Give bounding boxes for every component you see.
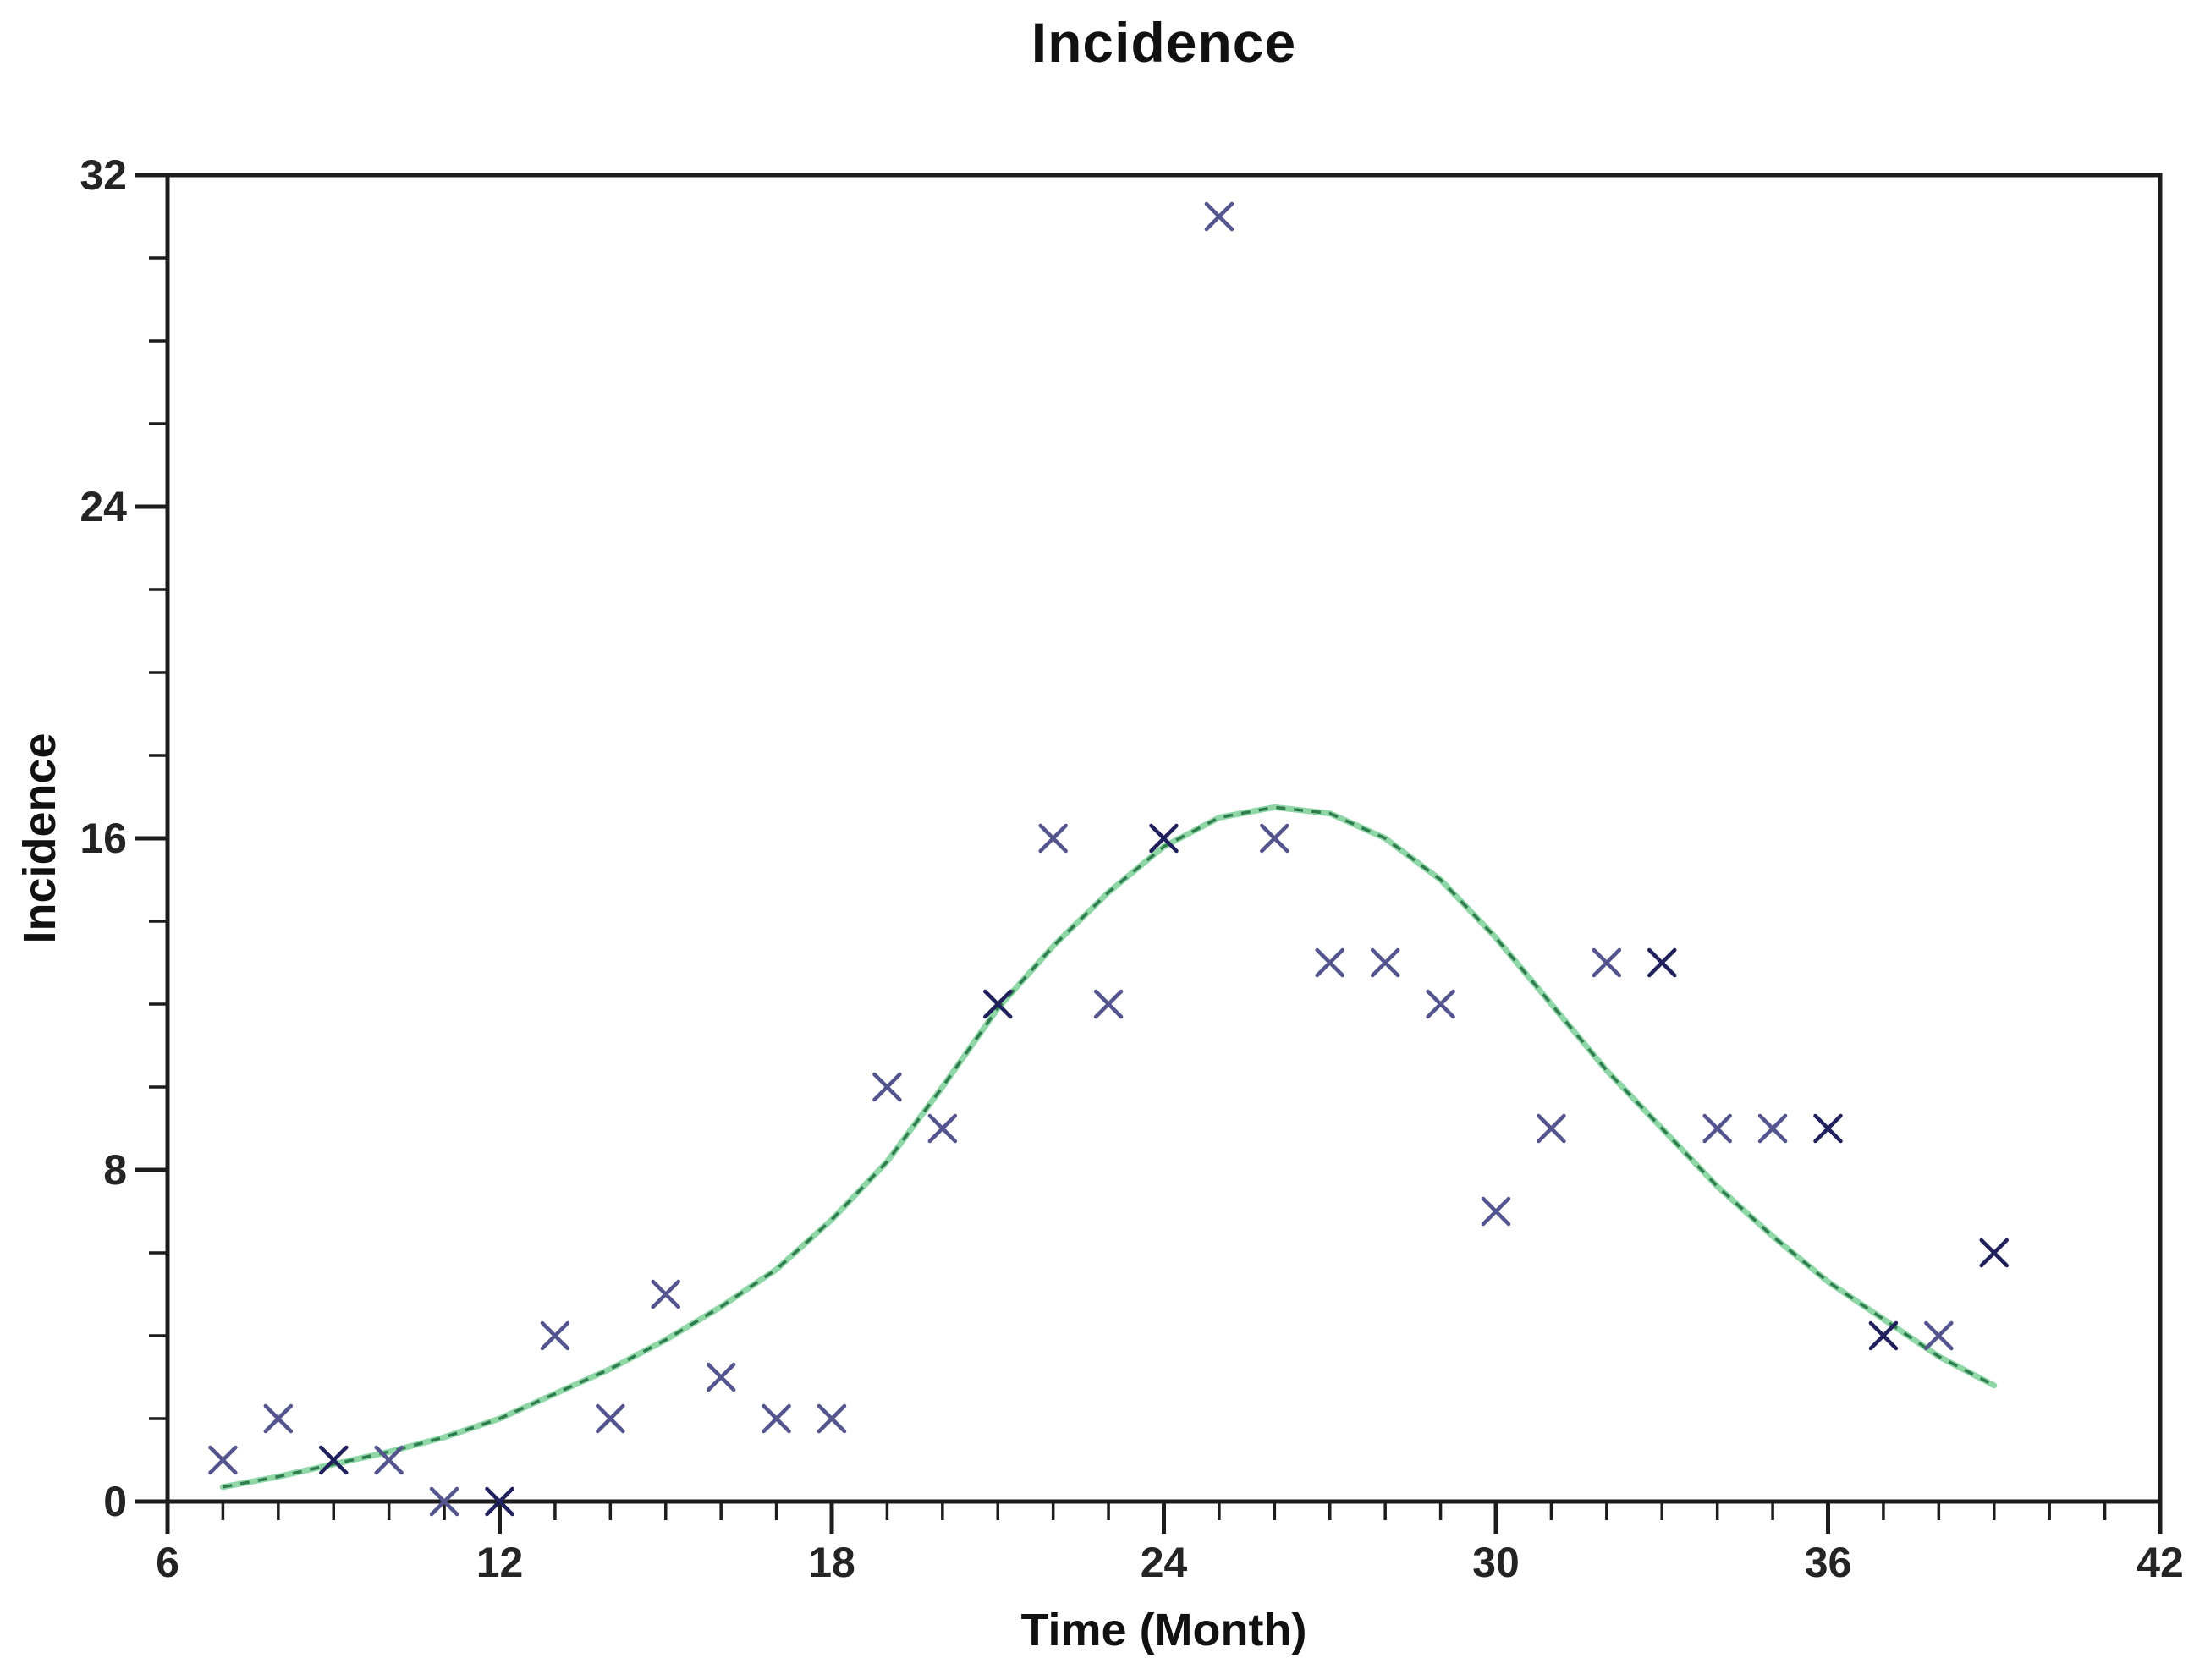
data-point-month-29	[1426, 989, 1455, 1019]
x-marker-stroke	[1924, 1320, 1954, 1351]
data-point-month-34	[1702, 1113, 1732, 1144]
x-marker-stroke	[983, 989, 1013, 1019]
data-point-month-27	[1315, 947, 1344, 978]
data-point-month-38	[1924, 1320, 1954, 1351]
data-point-month-35	[1757, 1113, 1788, 1144]
data-point-month-37	[1868, 1320, 1899, 1351]
x-marker-stroke	[263, 1403, 294, 1434]
x-marker-stroke	[1204, 201, 1234, 232]
data-point-month-25	[1204, 201, 1234, 232]
x-marker-stroke	[429, 1486, 459, 1517]
x-marker-stroke	[1979, 1238, 2009, 1268]
data-point-month-20	[927, 1113, 958, 1144]
x-tick-label: 36	[1805, 1539, 1852, 1586]
x-marker-stroke	[1426, 989, 1455, 1019]
x-marker-stroke	[651, 1279, 680, 1309]
x-marker-stroke	[1481, 1196, 1511, 1227]
x-tick-label: 42	[2136, 1539, 2184, 1586]
fitted-curve-line	[223, 805, 1995, 1489]
x-tick-label: 24	[1141, 1539, 1188, 1586]
x-marker-stroke	[1315, 947, 1344, 978]
x-tick-label: 12	[476, 1539, 524, 1586]
x-axis-title: Time (Month)	[1020, 1605, 1307, 1655]
x-marker-stroke	[319, 1445, 349, 1475]
fitted-curve-base	[219, 804, 1998, 1491]
data-point-month-9	[319, 1445, 349, 1475]
x-marker-stroke	[596, 1403, 625, 1434]
data-point-month-17	[762, 1403, 791, 1434]
x-marker-stroke	[1537, 1113, 1566, 1144]
data-point-month-18	[817, 1403, 847, 1434]
chart-title: Incidence	[1031, 11, 1297, 74]
x-marker-stroke	[1149, 823, 1179, 854]
data-point-month-16	[706, 1362, 736, 1392]
data-point-month-23	[1093, 989, 1124, 1019]
data-point-month-33	[1647, 947, 1677, 978]
x-marker-stroke	[1370, 947, 1400, 978]
x-marker-stroke	[374, 1445, 404, 1475]
x-marker-stroke	[1868, 1320, 1899, 1351]
data-point-month-28	[1370, 947, 1400, 978]
data-point-month-26	[1260, 823, 1289, 854]
x-tick-label: 6	[156, 1539, 179, 1586]
x-marker-stroke	[1592, 947, 1622, 978]
y-tick-label: 16	[80, 815, 127, 862]
x-marker-stroke	[872, 1072, 902, 1102]
x-marker-stroke	[1647, 947, 1677, 978]
data-point-month-24	[1149, 823, 1179, 854]
data-point-month-7	[208, 1445, 238, 1475]
data-point-month-32	[1592, 947, 1622, 978]
x-marker-stroke	[1093, 989, 1124, 1019]
x-marker-stroke	[817, 1403, 847, 1434]
x-marker-stroke	[1702, 1113, 1732, 1144]
x-marker-stroke	[762, 1403, 791, 1434]
data-points	[208, 201, 2009, 1517]
y-tick-label: 8	[103, 1146, 127, 1194]
x-marker-stroke	[1260, 823, 1289, 854]
data-point-month-15	[651, 1279, 680, 1309]
x-marker-stroke	[1813, 1113, 1843, 1144]
x-marker-stroke	[927, 1113, 958, 1144]
y-tick-label: 24	[80, 483, 127, 530]
x-marker-stroke	[1038, 823, 1068, 854]
data-point-month-14	[596, 1403, 625, 1434]
data-point-month-8	[263, 1403, 294, 1434]
data-point-month-36	[1813, 1113, 1843, 1144]
x-tick-label: 18	[808, 1539, 855, 1586]
data-point-month-39	[1979, 1238, 2009, 1268]
data-point-month-21	[983, 989, 1013, 1019]
data-point-month-22	[1038, 823, 1068, 854]
data-point-month-10	[374, 1445, 404, 1475]
data-point-month-12	[485, 1486, 514, 1517]
x-marker-stroke	[1757, 1113, 1788, 1144]
x-tick-label: 30	[1472, 1539, 1520, 1586]
data-point-month-19	[872, 1072, 902, 1102]
data-point-month-11	[429, 1486, 459, 1517]
x-marker-stroke	[485, 1486, 514, 1517]
axes-ticks: 6 12 18 24 30 36 42 0 8 16 24 32	[80, 151, 2183, 1586]
x-marker-stroke	[706, 1362, 736, 1392]
data-point-month-31	[1537, 1113, 1566, 1144]
data-point-month-30	[1481, 1196, 1511, 1227]
data-point-month-13	[540, 1320, 570, 1351]
x-marker-stroke	[208, 1445, 238, 1475]
x-marker-stroke	[540, 1320, 570, 1351]
y-tick-label: 32	[80, 151, 127, 199]
y-tick-label: 0	[103, 1478, 127, 1525]
